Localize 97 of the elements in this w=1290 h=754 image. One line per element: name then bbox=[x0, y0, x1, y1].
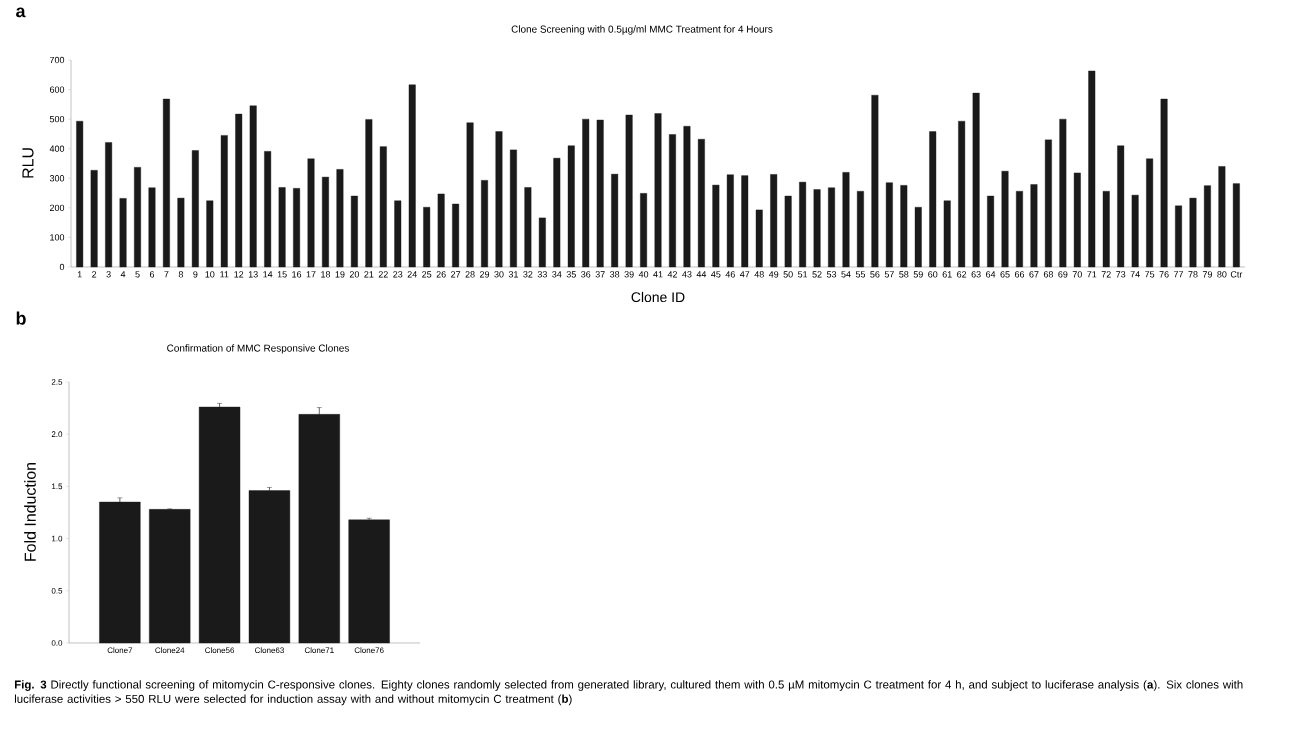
x-tick-label: 39 bbox=[624, 271, 634, 278]
y-axis-title: Fold Induction bbox=[24, 462, 36, 561]
x-tick-label: 54 bbox=[841, 271, 851, 278]
x-tick-label: 11 bbox=[220, 271, 229, 278]
y-tick-label: 100 bbox=[50, 234, 65, 241]
chart-title: Clone Screening with 0.5µg/ml MMC Treatment for 4 Hours bbox=[511, 25, 773, 35]
x-tick-label: 2 bbox=[92, 271, 97, 278]
x-tick-label: 74 bbox=[1130, 271, 1140, 278]
x-tick-label: 57 bbox=[884, 271, 894, 278]
x-tick-label: 5 bbox=[135, 271, 140, 278]
x-tick-label: 25 bbox=[422, 271, 432, 278]
x-tick-label: 10 bbox=[205, 271, 215, 278]
x-tick-label: 76 bbox=[1159, 271, 1169, 278]
x-tick-label: 79 bbox=[1202, 271, 1213, 278]
x-tick-label: 62 bbox=[957, 271, 967, 278]
x-tick-label: 53 bbox=[826, 271, 837, 278]
x-tick-label: 8 bbox=[178, 271, 183, 278]
x-tick-label: 64 bbox=[986, 271, 996, 278]
x-tick-label: 13 bbox=[248, 271, 258, 278]
x-axis-title: Clone ID bbox=[631, 291, 685, 303]
x-tick-label: 52 bbox=[812, 271, 822, 278]
x-tick-label: 31 bbox=[508, 271, 518, 278]
x-tick-label: 20 bbox=[349, 271, 360, 278]
x-tick-label: 28 bbox=[465, 271, 475, 278]
x-tick-label: 71 bbox=[1087, 271, 1097, 278]
x-tick-label: 34 bbox=[552, 271, 562, 278]
x-tick-label: 56 bbox=[870, 271, 880, 278]
x-tick-label: 65 bbox=[1000, 271, 1010, 278]
text: a bbox=[16, 7, 26, 18]
x-tick-label: Ctr bbox=[1230, 271, 1243, 278]
text: Fig. 3 Directly functional screening of mitomycin C-responsive clones. Eighty clones randomly selected from generated library, cultured them with 0.5 µM mitomycin C treatment for 4 h, and subject to luciferase analysis (a). Six clones with luciferase activities > 550 RLU were selected for induction assay with and without mitomycin C treatment (b) bbox=[14, 680, 1243, 706]
x-tick-label: 30 bbox=[494, 271, 504, 278]
x-tick-label: 60 bbox=[928, 271, 938, 278]
x-tick-label: 45 bbox=[711, 271, 721, 278]
x-tick-label: 37 bbox=[595, 271, 605, 278]
x-tick-label: 61 bbox=[942, 271, 952, 278]
x-tick-label: 42 bbox=[667, 271, 678, 278]
x-tick-label: 47 bbox=[739, 271, 750, 278]
x-tick-label: 77 bbox=[1174, 271, 1184, 278]
y-tick-label: 0 bbox=[59, 263, 65, 271]
y-axis-title: RLU bbox=[22, 148, 34, 178]
x-tick-label: 66 bbox=[1014, 271, 1025, 278]
x-tick-label: 55 bbox=[855, 271, 866, 278]
x-tick-label: 24 bbox=[407, 271, 417, 278]
x-tick-label: 21 bbox=[364, 271, 374, 278]
x-tick-label: 36 bbox=[581, 271, 591, 278]
x-tick-label: 59 bbox=[913, 271, 923, 278]
text: b bbox=[16, 311, 26, 325]
x-tick-label: 26 bbox=[436, 271, 446, 278]
x-tick-label: 46 bbox=[725, 271, 735, 278]
x-tick-label: 16 bbox=[292, 271, 302, 278]
chart-title: Confirmation of MMC Responsive Clones bbox=[167, 344, 349, 354]
x-tick-label: 12 bbox=[234, 271, 244, 278]
x-tick-label: 49 bbox=[768, 271, 779, 278]
x-tick-label: 72 bbox=[1101, 271, 1111, 278]
x-tick-label: 6 bbox=[149, 271, 155, 278]
x-tick-label: 14 bbox=[263, 271, 273, 278]
y-tick-label: 200 bbox=[49, 204, 65, 212]
x-tick-label: 67 bbox=[1029, 271, 1039, 278]
x-tick-label: 17 bbox=[306, 271, 316, 278]
x-tick-label: 44 bbox=[696, 271, 707, 278]
x-tick-label: 48 bbox=[754, 271, 764, 278]
x-tick-label: 73 bbox=[1116, 271, 1126, 278]
x-tick-label: 40 bbox=[638, 271, 649, 278]
x-tick-label: 35 bbox=[566, 271, 576, 278]
y-tick-label: 400 bbox=[49, 145, 65, 152]
x-tick-label: 80 bbox=[1217, 271, 1227, 278]
x-tick-label: 68 bbox=[1043, 271, 1053, 278]
x-tick-label: 22 bbox=[378, 271, 388, 278]
x-tick-label: 75 bbox=[1145, 271, 1155, 278]
x-tick-label: 4 bbox=[120, 271, 126, 278]
x-tick-label: 29 bbox=[479, 271, 490, 278]
x-tick-label: 33 bbox=[537, 271, 547, 278]
x-tick-label: 51 bbox=[797, 271, 808, 278]
x-tick-label: 63 bbox=[971, 271, 981, 278]
x-tick-label: 18 bbox=[321, 271, 331, 278]
x-tick-label: 69 bbox=[1058, 271, 1068, 278]
x-tick-label: 50 bbox=[783, 271, 793, 278]
x-tick-label: 41 bbox=[653, 271, 663, 278]
x-tick-label: 78 bbox=[1188, 271, 1198, 278]
y-tick-label: 500 bbox=[49, 115, 65, 123]
x-tick-label: 58 bbox=[899, 271, 909, 278]
x-tick-label: 3 bbox=[106, 271, 111, 278]
x-tick-label: 70 bbox=[1072, 271, 1082, 278]
x-tick-label: 32 bbox=[523, 271, 533, 278]
y-tick-label: 300 bbox=[49, 175, 65, 182]
x-tick-label: 1 bbox=[77, 271, 82, 278]
y-tick-label: 700 bbox=[49, 56, 65, 64]
x-tick-label: 7 bbox=[164, 271, 169, 278]
y-tick-label: 600 bbox=[49, 86, 65, 93]
x-tick-label: 23 bbox=[393, 271, 403, 278]
x-tick-label: 43 bbox=[682, 271, 692, 278]
x-tick-label: 9 bbox=[193, 271, 198, 278]
x-tick-label: 27 bbox=[451, 271, 461, 278]
x-tick-label: 19 bbox=[335, 271, 345, 278]
x-tick-label: 15 bbox=[277, 271, 287, 278]
x-tick-label: 38 bbox=[610, 271, 620, 278]
